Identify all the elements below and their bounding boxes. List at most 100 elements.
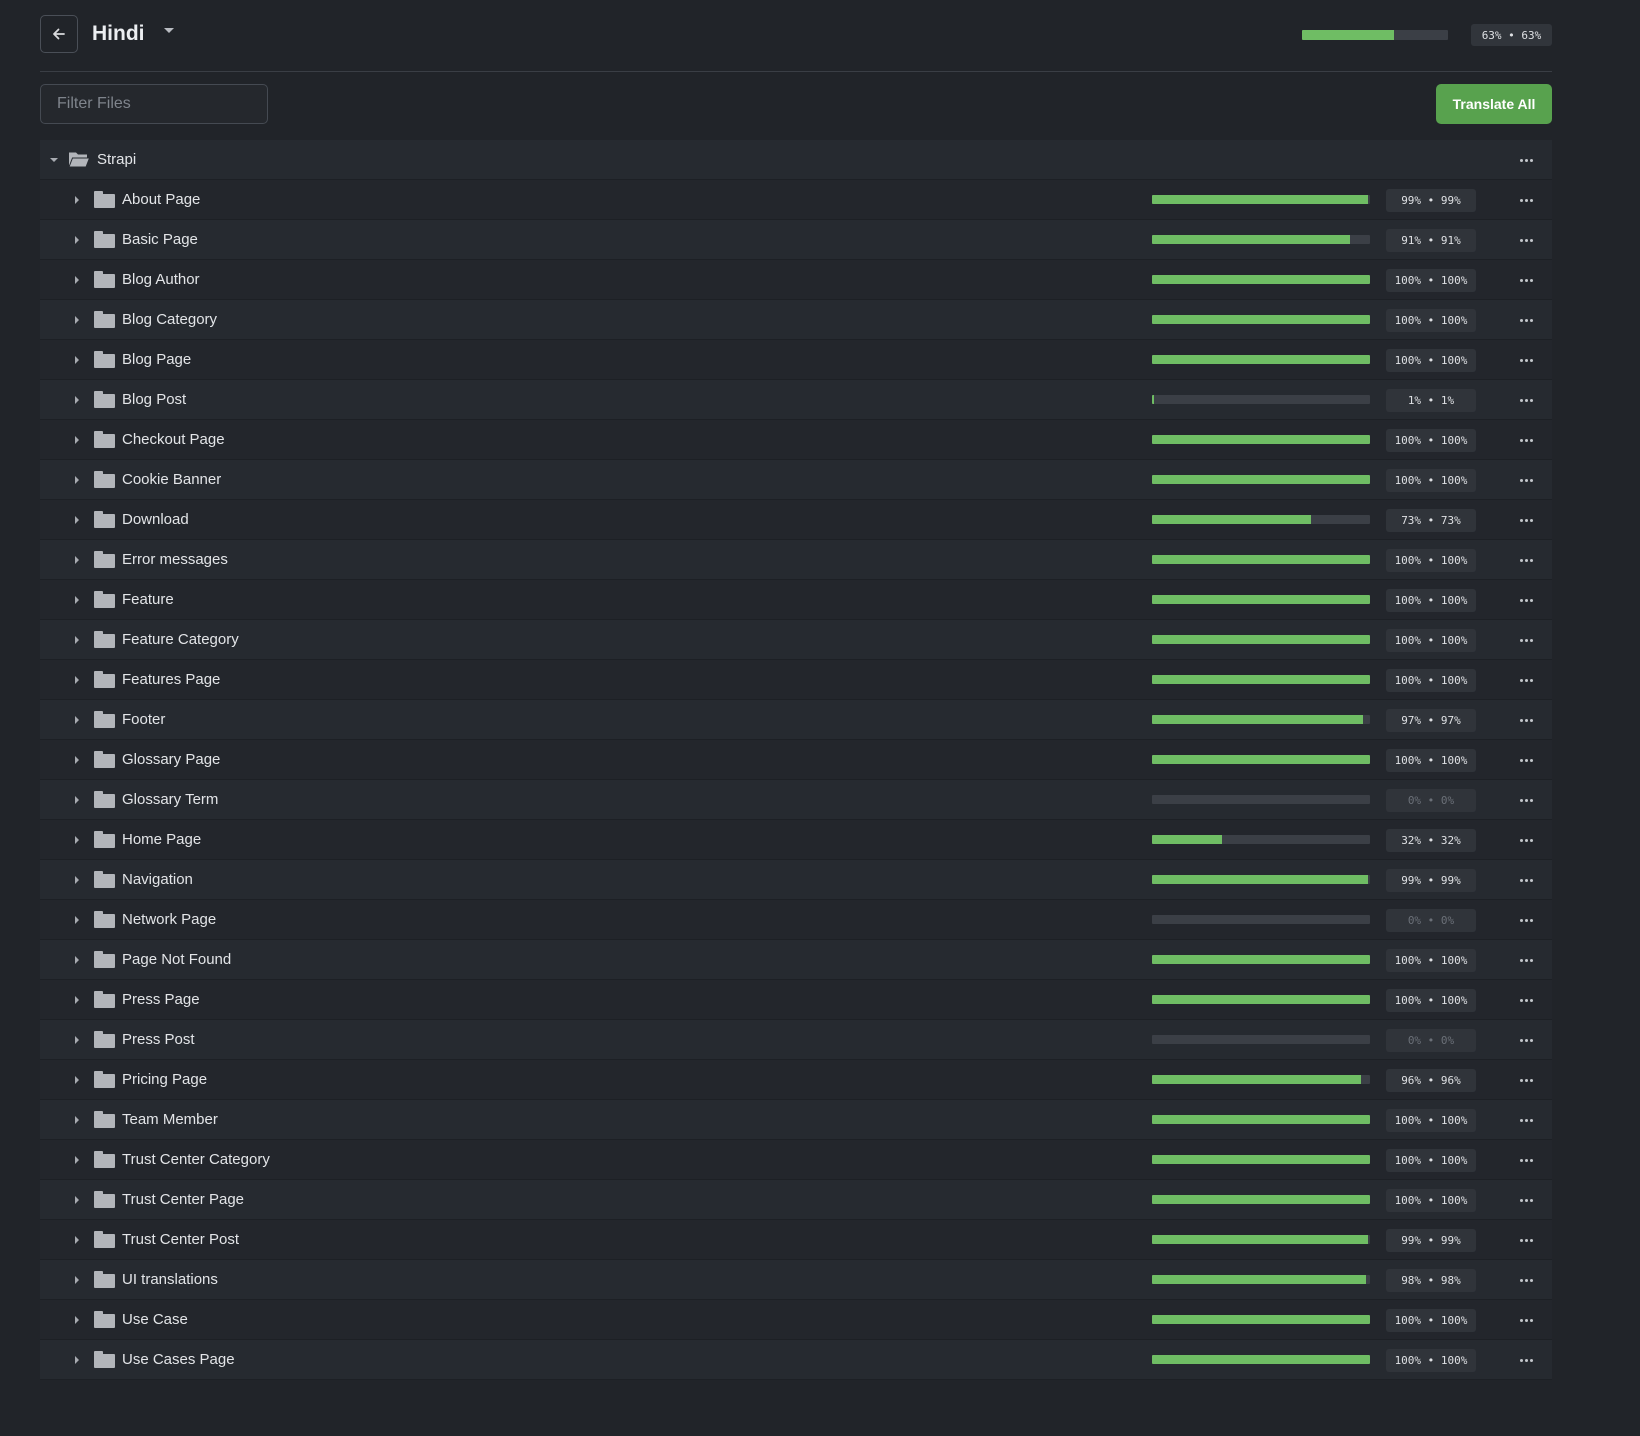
chevron-right-icon[interactable] — [75, 1356, 79, 1364]
chevron-down-icon[interactable] — [50, 158, 58, 162]
folder-label[interactable]: Checkout Page — [122, 431, 225, 448]
language-dropdown-caret-icon[interactable] — [164, 28, 174, 33]
tree-folder-row[interactable]: Feature 100% • 100% — [40, 580, 1552, 620]
tree-folder-row[interactable]: Checkout Page 100% • 100% — [40, 420, 1552, 460]
chevron-right-icon[interactable] — [75, 1276, 79, 1284]
more-horizontal-icon[interactable] — [1514, 552, 1538, 568]
chevron-right-icon[interactable] — [75, 236, 79, 244]
tree-folder-row[interactable]: Features Page 100% • 100% — [40, 660, 1552, 700]
chevron-right-icon[interactable] — [75, 836, 79, 844]
folder-label[interactable]: Basic Page — [122, 231, 198, 248]
chevron-right-icon[interactable] — [75, 1196, 79, 1204]
folder-label[interactable]: About Page — [122, 191, 201, 208]
chevron-right-icon[interactable] — [75, 676, 79, 684]
tree-folder-row[interactable]: Home Page 32% • 32% — [40, 820, 1552, 860]
folder-label[interactable]: Trust Center Category — [122, 1151, 270, 1168]
tree-folder-row[interactable]: UI translations 98% • 98% — [40, 1260, 1552, 1300]
more-horizontal-icon[interactable] — [1514, 1352, 1538, 1368]
chevron-right-icon[interactable] — [75, 796, 79, 804]
chevron-right-icon[interactable] — [75, 1156, 79, 1164]
translate-all-button[interactable]: Translate All — [1436, 84, 1552, 124]
tree-folder-row[interactable]: Use Case 100% • 100% — [40, 1300, 1552, 1340]
chevron-right-icon[interactable] — [75, 516, 79, 524]
tree-folder-row[interactable]: Basic Page 91% • 91% — [40, 220, 1552, 260]
more-horizontal-icon[interactable] — [1514, 1232, 1538, 1248]
tree-folder-row[interactable]: Glossary Term 0% • 0% — [40, 780, 1552, 820]
more-horizontal-icon[interactable] — [1514, 1192, 1538, 1208]
more-horizontal-icon[interactable] — [1514, 672, 1538, 688]
chevron-right-icon[interactable] — [75, 876, 79, 884]
chevron-right-icon[interactable] — [75, 396, 79, 404]
more-horizontal-icon[interactable] — [1514, 792, 1538, 808]
chevron-right-icon[interactable] — [75, 1116, 79, 1124]
more-horizontal-icon[interactable] — [1514, 352, 1538, 368]
folder-label[interactable]: Download — [122, 511, 189, 528]
folder-label[interactable]: UI translations — [122, 1271, 218, 1288]
tree-folder-row[interactable]: Footer 97% • 97% — [40, 700, 1552, 740]
folder-label[interactable]: Trust Center Post — [122, 1231, 239, 1248]
chevron-right-icon[interactable] — [75, 916, 79, 924]
tree-folder-row[interactable]: Team Member 100% • 100% — [40, 1100, 1552, 1140]
chevron-right-icon[interactable] — [75, 716, 79, 724]
folder-label[interactable]: Error messages — [122, 551, 228, 568]
folder-label[interactable]: Network Page — [122, 911, 217, 928]
tree-folder-row[interactable]: Trust Center Category 100% • 100% — [40, 1140, 1552, 1180]
chevron-right-icon[interactable] — [75, 1076, 79, 1084]
chevron-right-icon[interactable] — [75, 1316, 79, 1324]
more-horizontal-icon[interactable] — [1514, 952, 1538, 968]
tree-folder-row[interactable]: Page Not Found 100% • 100% — [40, 940, 1552, 980]
folder-label[interactable]: Cookie Banner — [122, 471, 222, 488]
folder-label[interactable]: Feature — [122, 591, 174, 608]
chevron-right-icon[interactable] — [75, 276, 79, 284]
folder-label[interactable]: Blog Category — [122, 311, 218, 328]
tree-folder-row[interactable]: Download 73% • 73% — [40, 500, 1552, 540]
folder-label[interactable]: Press Post — [122, 1031, 195, 1048]
more-horizontal-icon[interactable] — [1514, 192, 1538, 208]
more-horizontal-icon[interactable] — [1514, 512, 1538, 528]
back-button[interactable] — [40, 15, 78, 53]
more-horizontal-icon[interactable] — [1514, 592, 1538, 608]
more-horizontal-icon[interactable] — [1514, 992, 1538, 1008]
chevron-right-icon[interactable] — [75, 356, 79, 364]
more-horizontal-icon[interactable] — [1514, 832, 1538, 848]
folder-label[interactable]: Use Cases Page — [122, 1351, 235, 1368]
tree-folder-row[interactable]: Trust Center Post 99% • 99% — [40, 1220, 1552, 1260]
more-horizontal-icon[interactable] — [1514, 152, 1538, 168]
folder-label[interactable]: Features Page — [122, 671, 221, 688]
tree-folder-row[interactable]: Navigation 99% • 99% — [40, 860, 1552, 900]
chevron-right-icon[interactable] — [75, 956, 79, 964]
tree-folder-row[interactable]: Error messages 100% • 100% — [40, 540, 1552, 580]
chevron-right-icon[interactable] — [75, 556, 79, 564]
chevron-right-icon[interactable] — [75, 476, 79, 484]
chevron-right-icon[interactable] — [75, 636, 79, 644]
more-horizontal-icon[interactable] — [1514, 1272, 1538, 1288]
tree-folder-row[interactable]: Press Page 100% • 100% — [40, 980, 1552, 1020]
filter-files-input[interactable] — [40, 84, 268, 124]
more-horizontal-icon[interactable] — [1514, 472, 1538, 488]
chevron-right-icon[interactable] — [75, 436, 79, 444]
more-horizontal-icon[interactable] — [1514, 1072, 1538, 1088]
chevron-right-icon[interactable] — [75, 596, 79, 604]
folder-label[interactable]: Trust Center Page — [122, 1191, 244, 1208]
folder-label[interactable]: Team Member — [122, 1111, 218, 1128]
tree-root-label[interactable]: Strapi — [97, 151, 137, 168]
tree-folder-row[interactable]: Blog Author 100% • 100% — [40, 260, 1552, 300]
more-horizontal-icon[interactable] — [1514, 232, 1538, 248]
more-horizontal-icon[interactable] — [1514, 1152, 1538, 1168]
more-horizontal-icon[interactable] — [1514, 392, 1538, 408]
more-horizontal-icon[interactable] — [1514, 1312, 1538, 1328]
more-horizontal-icon[interactable] — [1514, 912, 1538, 928]
tree-folder-row[interactable]: Blog Category 100% • 100% — [40, 300, 1552, 340]
tree-folder-row[interactable]: Blog Page 100% • 100% — [40, 340, 1552, 380]
tree-folder-row[interactable]: Pricing Page 96% • 96% — [40, 1060, 1552, 1100]
tree-folder-row[interactable]: Blog Post 1% • 1% — [40, 380, 1552, 420]
more-horizontal-icon[interactable] — [1514, 312, 1538, 328]
folder-label[interactable]: Home Page — [122, 831, 202, 848]
chevron-right-icon[interactable] — [75, 756, 79, 764]
folder-label[interactable]: Navigation — [122, 871, 193, 888]
folder-label[interactable]: Blog Author — [122, 271, 200, 288]
chevron-right-icon[interactable] — [75, 316, 79, 324]
folder-label[interactable]: Blog Post — [122, 391, 187, 408]
more-horizontal-icon[interactable] — [1514, 1032, 1538, 1048]
folder-label[interactable]: Glossary Term — [122, 791, 219, 808]
